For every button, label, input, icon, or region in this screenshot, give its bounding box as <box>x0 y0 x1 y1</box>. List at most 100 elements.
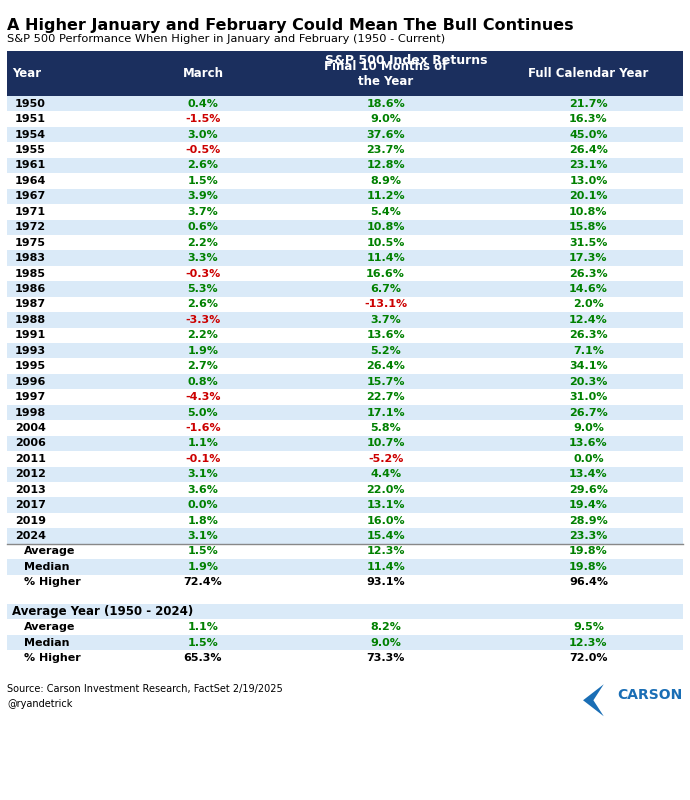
Text: 0.0%: 0.0% <box>188 500 218 510</box>
Text: 1.5%: 1.5% <box>188 546 218 557</box>
Text: 17.1%: 17.1% <box>366 407 405 418</box>
Text: 16.0%: 16.0% <box>366 515 405 526</box>
Text: 7.1%: 7.1% <box>573 346 604 356</box>
Text: 23.1%: 23.1% <box>569 161 608 170</box>
Text: 12.3%: 12.3% <box>366 546 405 557</box>
Text: 3.9%: 3.9% <box>188 191 219 202</box>
Text: 2.0%: 2.0% <box>573 299 604 310</box>
Text: 10.8%: 10.8% <box>366 222 405 232</box>
Text: 8.2%: 8.2% <box>370 622 401 632</box>
Bar <box>7 574 683 590</box>
Text: 2012: 2012 <box>15 470 46 479</box>
Text: 12.8%: 12.8% <box>366 161 405 170</box>
Text: 26.3%: 26.3% <box>569 269 608 278</box>
Text: 10.8%: 10.8% <box>569 206 608 217</box>
Text: S&P 500 Performance When Higher in January and February (1950 - Current): S&P 500 Performance When Higher in Janua… <box>7 34 445 44</box>
Text: March: March <box>182 67 224 80</box>
Text: 3.7%: 3.7% <box>188 206 218 217</box>
Text: Median: Median <box>24 562 70 572</box>
Text: 11.4%: 11.4% <box>366 253 405 263</box>
Text: 96.4%: 96.4% <box>569 578 608 587</box>
Text: 93.1%: 93.1% <box>366 578 405 587</box>
Text: 16.3%: 16.3% <box>569 114 608 124</box>
Text: 1950: 1950 <box>15 98 46 109</box>
Bar <box>7 374 683 390</box>
Text: Average: Average <box>24 546 75 557</box>
Text: 13.6%: 13.6% <box>569 438 608 448</box>
Text: -13.1%: -13.1% <box>364 299 407 310</box>
Text: 1951: 1951 <box>15 114 46 124</box>
Text: 1961: 1961 <box>15 161 46 170</box>
Text: 2024: 2024 <box>15 531 46 541</box>
Text: 1964: 1964 <box>15 176 46 186</box>
Text: % Higher: % Higher <box>24 653 81 663</box>
Text: 21.7%: 21.7% <box>569 98 608 109</box>
Bar <box>7 173 683 189</box>
Text: 28.9%: 28.9% <box>569 515 608 526</box>
Text: 13.1%: 13.1% <box>366 500 405 510</box>
Text: 15.7%: 15.7% <box>366 377 405 386</box>
Bar <box>7 466 683 482</box>
Text: 2017: 2017 <box>15 500 46 510</box>
Text: 20.1%: 20.1% <box>569 191 608 202</box>
Text: -1.5%: -1.5% <box>186 114 221 124</box>
Bar <box>7 358 683 374</box>
Text: 37.6%: 37.6% <box>366 130 405 139</box>
Text: 22.0%: 22.0% <box>366 485 405 494</box>
Bar <box>7 297 683 312</box>
Text: -0.1%: -0.1% <box>186 454 221 464</box>
Text: 17.3%: 17.3% <box>569 253 608 263</box>
Text: 9.5%: 9.5% <box>573 622 604 632</box>
Text: 34.1%: 34.1% <box>569 361 608 371</box>
Text: 3.7%: 3.7% <box>371 315 401 325</box>
Text: 1993: 1993 <box>15 346 46 356</box>
Text: 45.0%: 45.0% <box>569 130 608 139</box>
Text: 31.0%: 31.0% <box>569 392 608 402</box>
Text: 1996: 1996 <box>15 377 46 386</box>
Text: 26.4%: 26.4% <box>366 361 405 371</box>
Bar <box>7 604 683 619</box>
Text: 5.4%: 5.4% <box>370 206 401 217</box>
Text: 2006: 2006 <box>15 438 46 448</box>
Text: 4.4%: 4.4% <box>370 470 401 479</box>
Text: 3.1%: 3.1% <box>188 531 218 541</box>
Bar <box>7 343 683 358</box>
Text: 10.7%: 10.7% <box>366 438 405 448</box>
Text: 1.9%: 1.9% <box>188 562 219 572</box>
Text: 1991: 1991 <box>15 330 46 340</box>
Bar <box>7 451 683 466</box>
Bar <box>7 528 683 544</box>
Text: 23.7%: 23.7% <box>366 145 405 155</box>
Text: A Higher January and February Could Mean The Bull Continues: A Higher January and February Could Mean… <box>7 18 573 33</box>
Text: 0.8%: 0.8% <box>188 377 218 386</box>
Text: 1986: 1986 <box>15 284 46 294</box>
Text: 16.6%: 16.6% <box>366 269 405 278</box>
Text: 2.2%: 2.2% <box>188 238 219 248</box>
Bar <box>7 390 683 405</box>
Text: 14.6%: 14.6% <box>569 284 608 294</box>
Text: 9.0%: 9.0% <box>370 114 401 124</box>
Bar <box>7 619 683 635</box>
Text: 13.6%: 13.6% <box>366 330 405 340</box>
Text: 1.1%: 1.1% <box>188 438 219 448</box>
Text: 0.0%: 0.0% <box>573 454 604 464</box>
Text: 20.3%: 20.3% <box>569 377 608 386</box>
Polygon shape <box>583 684 604 716</box>
Bar <box>7 189 683 204</box>
Bar <box>7 327 683 343</box>
Text: 72.0%: 72.0% <box>569 653 608 663</box>
Bar <box>7 266 683 282</box>
Text: -1.6%: -1.6% <box>185 423 221 433</box>
Text: 18.6%: 18.6% <box>366 98 405 109</box>
Text: 19.8%: 19.8% <box>569 546 608 557</box>
Text: 2004: 2004 <box>15 423 46 433</box>
Text: 13.4%: 13.4% <box>569 470 608 479</box>
Text: 1.5%: 1.5% <box>188 638 218 647</box>
Bar <box>7 650 683 666</box>
Text: 1988: 1988 <box>15 315 46 325</box>
Text: 1997: 1997 <box>15 392 46 402</box>
Text: 12.4%: 12.4% <box>569 315 608 325</box>
Text: 1955: 1955 <box>15 145 46 155</box>
Text: 15.4%: 15.4% <box>366 531 405 541</box>
Bar <box>7 219 683 235</box>
